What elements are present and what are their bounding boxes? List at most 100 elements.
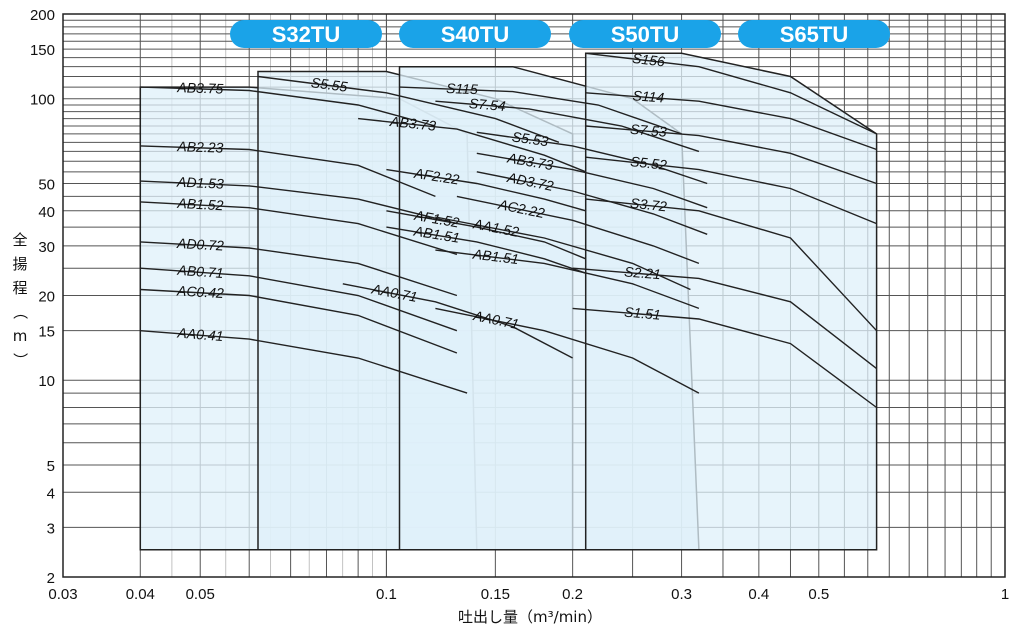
curve-label: S114 — [632, 87, 665, 105]
curve-s1-51 — [572, 307, 878, 409]
series-name: S65TU — [780, 22, 848, 47]
curve-s5-53 — [476, 131, 708, 185]
curve-label: AD1.53 — [176, 174, 225, 192]
curve-label: AB2.23 — [176, 138, 224, 156]
badge-pill — [399, 20, 551, 48]
curve-label: AB3.73 — [505, 149, 554, 173]
curve-label: S3.72 — [629, 195, 667, 215]
y-tick-label: 50 — [38, 177, 55, 194]
curve-ad0-72 — [140, 241, 458, 297]
y-tick-label: 100 — [30, 92, 55, 109]
curve-ac2-22 — [456, 195, 700, 265]
plot-border — [62, 13, 1006, 578]
curve-label: S2.21 — [624, 263, 662, 282]
x-tick-label: 0.3 — [671, 586, 692, 603]
y-label-char: 揚 — [12, 255, 27, 273]
series-badge-s32tu: S32TU — [230, 20, 382, 48]
curve-label: S7.53 — [630, 121, 668, 140]
x-tick-label: 0.1 — [376, 586, 397, 603]
curve-label: S1.51 — [624, 304, 662, 323]
curve-ab3-73 — [476, 152, 708, 209]
curve-aa0-71 — [435, 307, 700, 394]
series-badge-s50tu: S50TU — [569, 20, 721, 48]
x-axis-label: 吐出し量（m³/min） — [458, 608, 602, 626]
x-axis-ticks: 0.03 0.04 0.05 0.1 0.15 0.2 0.3 0.4 0.5 1 — [48, 586, 1009, 603]
y-tick-label: 3 — [47, 520, 55, 537]
series-regions — [139, 52, 878, 551]
curve-label: S115 — [446, 80, 478, 97]
x-tick-label: 0.05 — [186, 586, 215, 603]
y-axis-ticks: 2 3 4 5 10 15 20 30 40 50 100 150 200 — [30, 7, 55, 587]
x-tick-label: 0.2 — [562, 586, 583, 603]
y-tick-label: 150 — [30, 42, 55, 59]
y-label-char: m — [13, 327, 28, 345]
x-tick-label: 0.5 — [808, 586, 829, 603]
x-tick-label: 0.04 — [126, 586, 155, 603]
series-name: S32TU — [272, 22, 340, 47]
y-tick-label: 200 — [30, 7, 55, 24]
y-tick-label: 2 — [47, 570, 55, 587]
curve-label: S5.55 — [310, 74, 349, 94]
curve-ad1-53 — [140, 180, 458, 225]
curve-ab1-51 — [386, 226, 586, 274]
curve-label: AF2.22 — [412, 165, 460, 188]
curve-s7-54 — [435, 100, 700, 153]
curve-label: AB1.52 — [176, 195, 224, 214]
curve-s7-53 — [585, 125, 877, 185]
x-tick-label: 0.03 — [48, 586, 77, 603]
curve-s114 — [585, 92, 877, 151]
series-name: S40TU — [441, 22, 509, 47]
y-label-char: ） — [11, 352, 29, 367]
curve-label: AC0.42 — [176, 283, 225, 302]
curve-ab2-23 — [140, 145, 436, 198]
curve-aa1-52 — [435, 216, 691, 291]
curve-aa0-41 — [140, 330, 468, 394]
y-axis-label: 全揚程 （ m ） — [11, 231, 29, 368]
y-label-char: 程 — [12, 279, 27, 297]
y-tick-label: 20 — [38, 289, 55, 306]
plot-frame — [62, 13, 1006, 578]
y-tick-label: 5 — [47, 458, 55, 475]
x-tick-label: 0.4 — [748, 586, 769, 603]
curve-label: AB1.51 — [412, 222, 461, 245]
badge-pill — [738, 20, 890, 48]
curve-aa0-71 — [342, 283, 573, 359]
curve-af1-52 — [386, 210, 586, 260]
curve-label: AB3.75 — [176, 79, 224, 96]
y-tick-label: 30 — [38, 239, 55, 256]
badge-pill — [569, 20, 721, 48]
curve-ab0-71 — [140, 267, 458, 332]
y-tick-label: 40 — [38, 204, 55, 221]
curve-s5-52 — [585, 156, 877, 225]
curve-ab1-52 — [140, 201, 458, 256]
curve-s3-72 — [585, 198, 878, 332]
curve-s115 — [399, 86, 682, 135]
x-tick-label: 1 — [1001, 586, 1009, 603]
curve-label: AB3.73 — [388, 113, 437, 134]
curve-s5-55 — [257, 75, 560, 143]
curve-s2-21 — [572, 267, 878, 370]
curve-s156 — [585, 52, 877, 135]
series-name: S50TU — [611, 22, 679, 47]
curve-af2-22 — [386, 168, 586, 212]
series-badge-s65tu: S65TU — [738, 20, 890, 48]
curve-label: AB0.71 — [176, 262, 224, 281]
y-label-char: 全 — [12, 231, 27, 249]
curve-ac0-42 — [140, 288, 458, 354]
curve-label: S5.52 — [629, 153, 667, 173]
curve-label: AD0.72 — [176, 235, 225, 254]
series-badges: S32TU S40TU S50TU S65TU — [230, 20, 890, 48]
y-label-char: （ — [11, 304, 29, 319]
curve-label: AB1.51 — [471, 246, 520, 268]
curve-label: S7.54 — [468, 95, 506, 114]
curve-ab3-73 — [358, 117, 586, 173]
badge-pill — [230, 20, 382, 48]
curve-label: AA0.41 — [176, 324, 224, 344]
curve-label: S5.53 — [511, 128, 550, 149]
curve-label: S156 — [631, 50, 666, 70]
curve-ab1-51 — [435, 249, 700, 310]
y-tick-label: 15 — [38, 324, 55, 341]
curve-ab3-75 — [140, 86, 436, 127]
series-badge-s40tu: S40TU — [399, 20, 551, 48]
